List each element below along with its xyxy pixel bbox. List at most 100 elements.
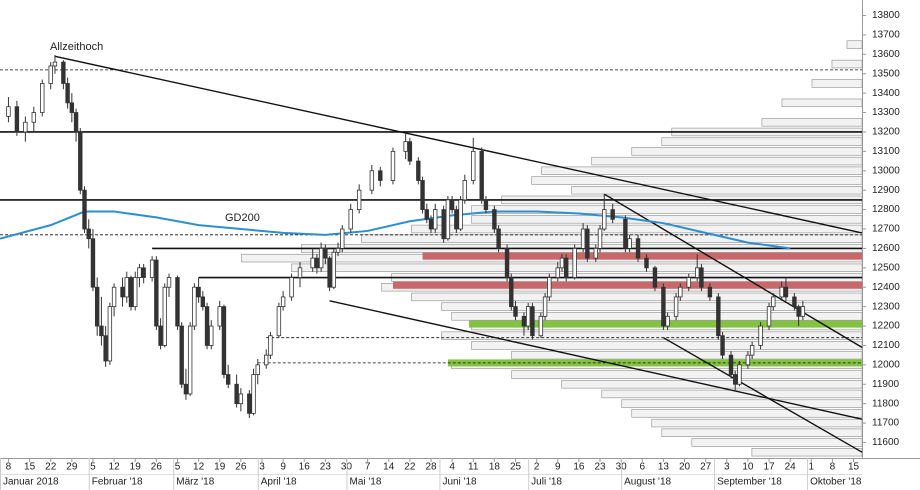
candle-body [234, 383, 239, 405]
month-label: Juli '18 [531, 477, 562, 488]
candle-body [137, 267, 142, 278]
candle-body [454, 209, 459, 230]
candle-body [424, 209, 429, 220]
candle-body [103, 335, 108, 362]
candle-body [162, 286, 167, 346]
candle-body [221, 306, 227, 375]
x-tick-label: 2 [534, 462, 540, 473]
x-tick-label: 12 [193, 462, 205, 473]
y-tick-label: 12000 [872, 359, 900, 370]
candle-body [264, 354, 269, 366]
volume-bar [361, 234, 863, 243]
candle-body [564, 257, 569, 278]
candle-body [331, 251, 337, 288]
candle-body [695, 267, 700, 278]
candle-body [154, 259, 159, 327]
x-tick-label: 3 [259, 462, 265, 473]
y-tick-label: 13100 [872, 146, 900, 157]
y-tick-label: 12500 [872, 262, 900, 273]
volume-bar [661, 428, 863, 437]
volume-bar [761, 118, 863, 127]
candle-body [428, 218, 434, 230]
candle-body [749, 345, 755, 356]
candle-body [65, 83, 70, 104]
candle-body [175, 277, 180, 327]
candle-body [314, 257, 320, 269]
candle-body [179, 325, 184, 385]
y-tick-label: 12100 [872, 340, 900, 351]
candle-body [771, 296, 776, 308]
candle-body [623, 218, 628, 249]
x-tick-label: 15 [24, 462, 36, 473]
candle-body [720, 335, 725, 356]
candle-body [94, 286, 100, 327]
candle-body [107, 306, 113, 362]
y-tick-label: 12700 [872, 224, 900, 235]
candle-body [192, 286, 197, 327]
candle-body [593, 248, 598, 259]
x-tick-label: 20 [679, 462, 691, 473]
candle-body [792, 296, 797, 308]
candle-body [124, 277, 129, 298]
month-label: Januar 2018 [3, 477, 59, 488]
candle-body [471, 150, 476, 181]
candle-body [378, 170, 383, 181]
y-tick-label: 13800 [872, 10, 900, 21]
volume-bar [511, 370, 863, 379]
y-tick-label: 12200 [872, 321, 900, 332]
candle-body [78, 131, 83, 191]
zone [392, 281, 862, 289]
x-tick-label: 9 [280, 462, 286, 473]
candle-body [513, 306, 518, 317]
candle-body [449, 199, 455, 210]
y-tick-label: 13000 [872, 165, 900, 176]
candle-body [310, 257, 315, 269]
x-tick-label: 28 [425, 462, 437, 473]
candle-body [90, 238, 96, 288]
candle-body [348, 209, 353, 230]
candle-body [200, 296, 206, 308]
candle-body [187, 325, 193, 395]
candle-body [737, 364, 742, 385]
month-label: Februar '18 [92, 477, 143, 488]
x-tick-label: 16 [573, 462, 585, 473]
candle-body [479, 150, 484, 201]
x-tick-label: 10 [742, 462, 754, 473]
volume-bar [561, 380, 863, 389]
volume-bar [441, 331, 863, 340]
y-tick-label: 12900 [872, 185, 900, 196]
candle-body [509, 277, 514, 308]
x-tick-label: 3 [724, 462, 730, 473]
candle-body [356, 189, 362, 210]
x-tick-label: 11 [468, 462, 479, 473]
candle-body [492, 209, 497, 230]
candle-body [538, 315, 544, 337]
candle-body [745, 354, 751, 366]
candle-body [73, 112, 79, 133]
candle-body [280, 296, 286, 308]
candle-body [251, 374, 256, 414]
x-tick-label: 22 [45, 462, 57, 473]
candle-body [390, 150, 396, 181]
candle-body [209, 325, 214, 346]
candle-body [247, 393, 252, 414]
volume-bar [751, 447, 863, 457]
candle-body [441, 209, 446, 240]
candle-body [420, 180, 425, 210]
candle-body [796, 306, 801, 317]
trendline [329, 300, 863, 420]
candle-body [678, 286, 683, 298]
candle-body [69, 102, 75, 113]
candle-body [149, 259, 155, 278]
x-tick-label: 23 [320, 462, 332, 473]
candle-body [665, 315, 670, 327]
x-tick-label: 7 [365, 462, 371, 473]
x-tick-label: 24 [785, 462, 797, 473]
candle-body [462, 180, 468, 201]
candle-body [627, 238, 632, 249]
x-tick-label: 25 [510, 462, 522, 473]
volume-bar [811, 79, 863, 88]
y-tick-label: 12300 [872, 301, 900, 312]
y-tick-label: 12600 [872, 243, 900, 254]
